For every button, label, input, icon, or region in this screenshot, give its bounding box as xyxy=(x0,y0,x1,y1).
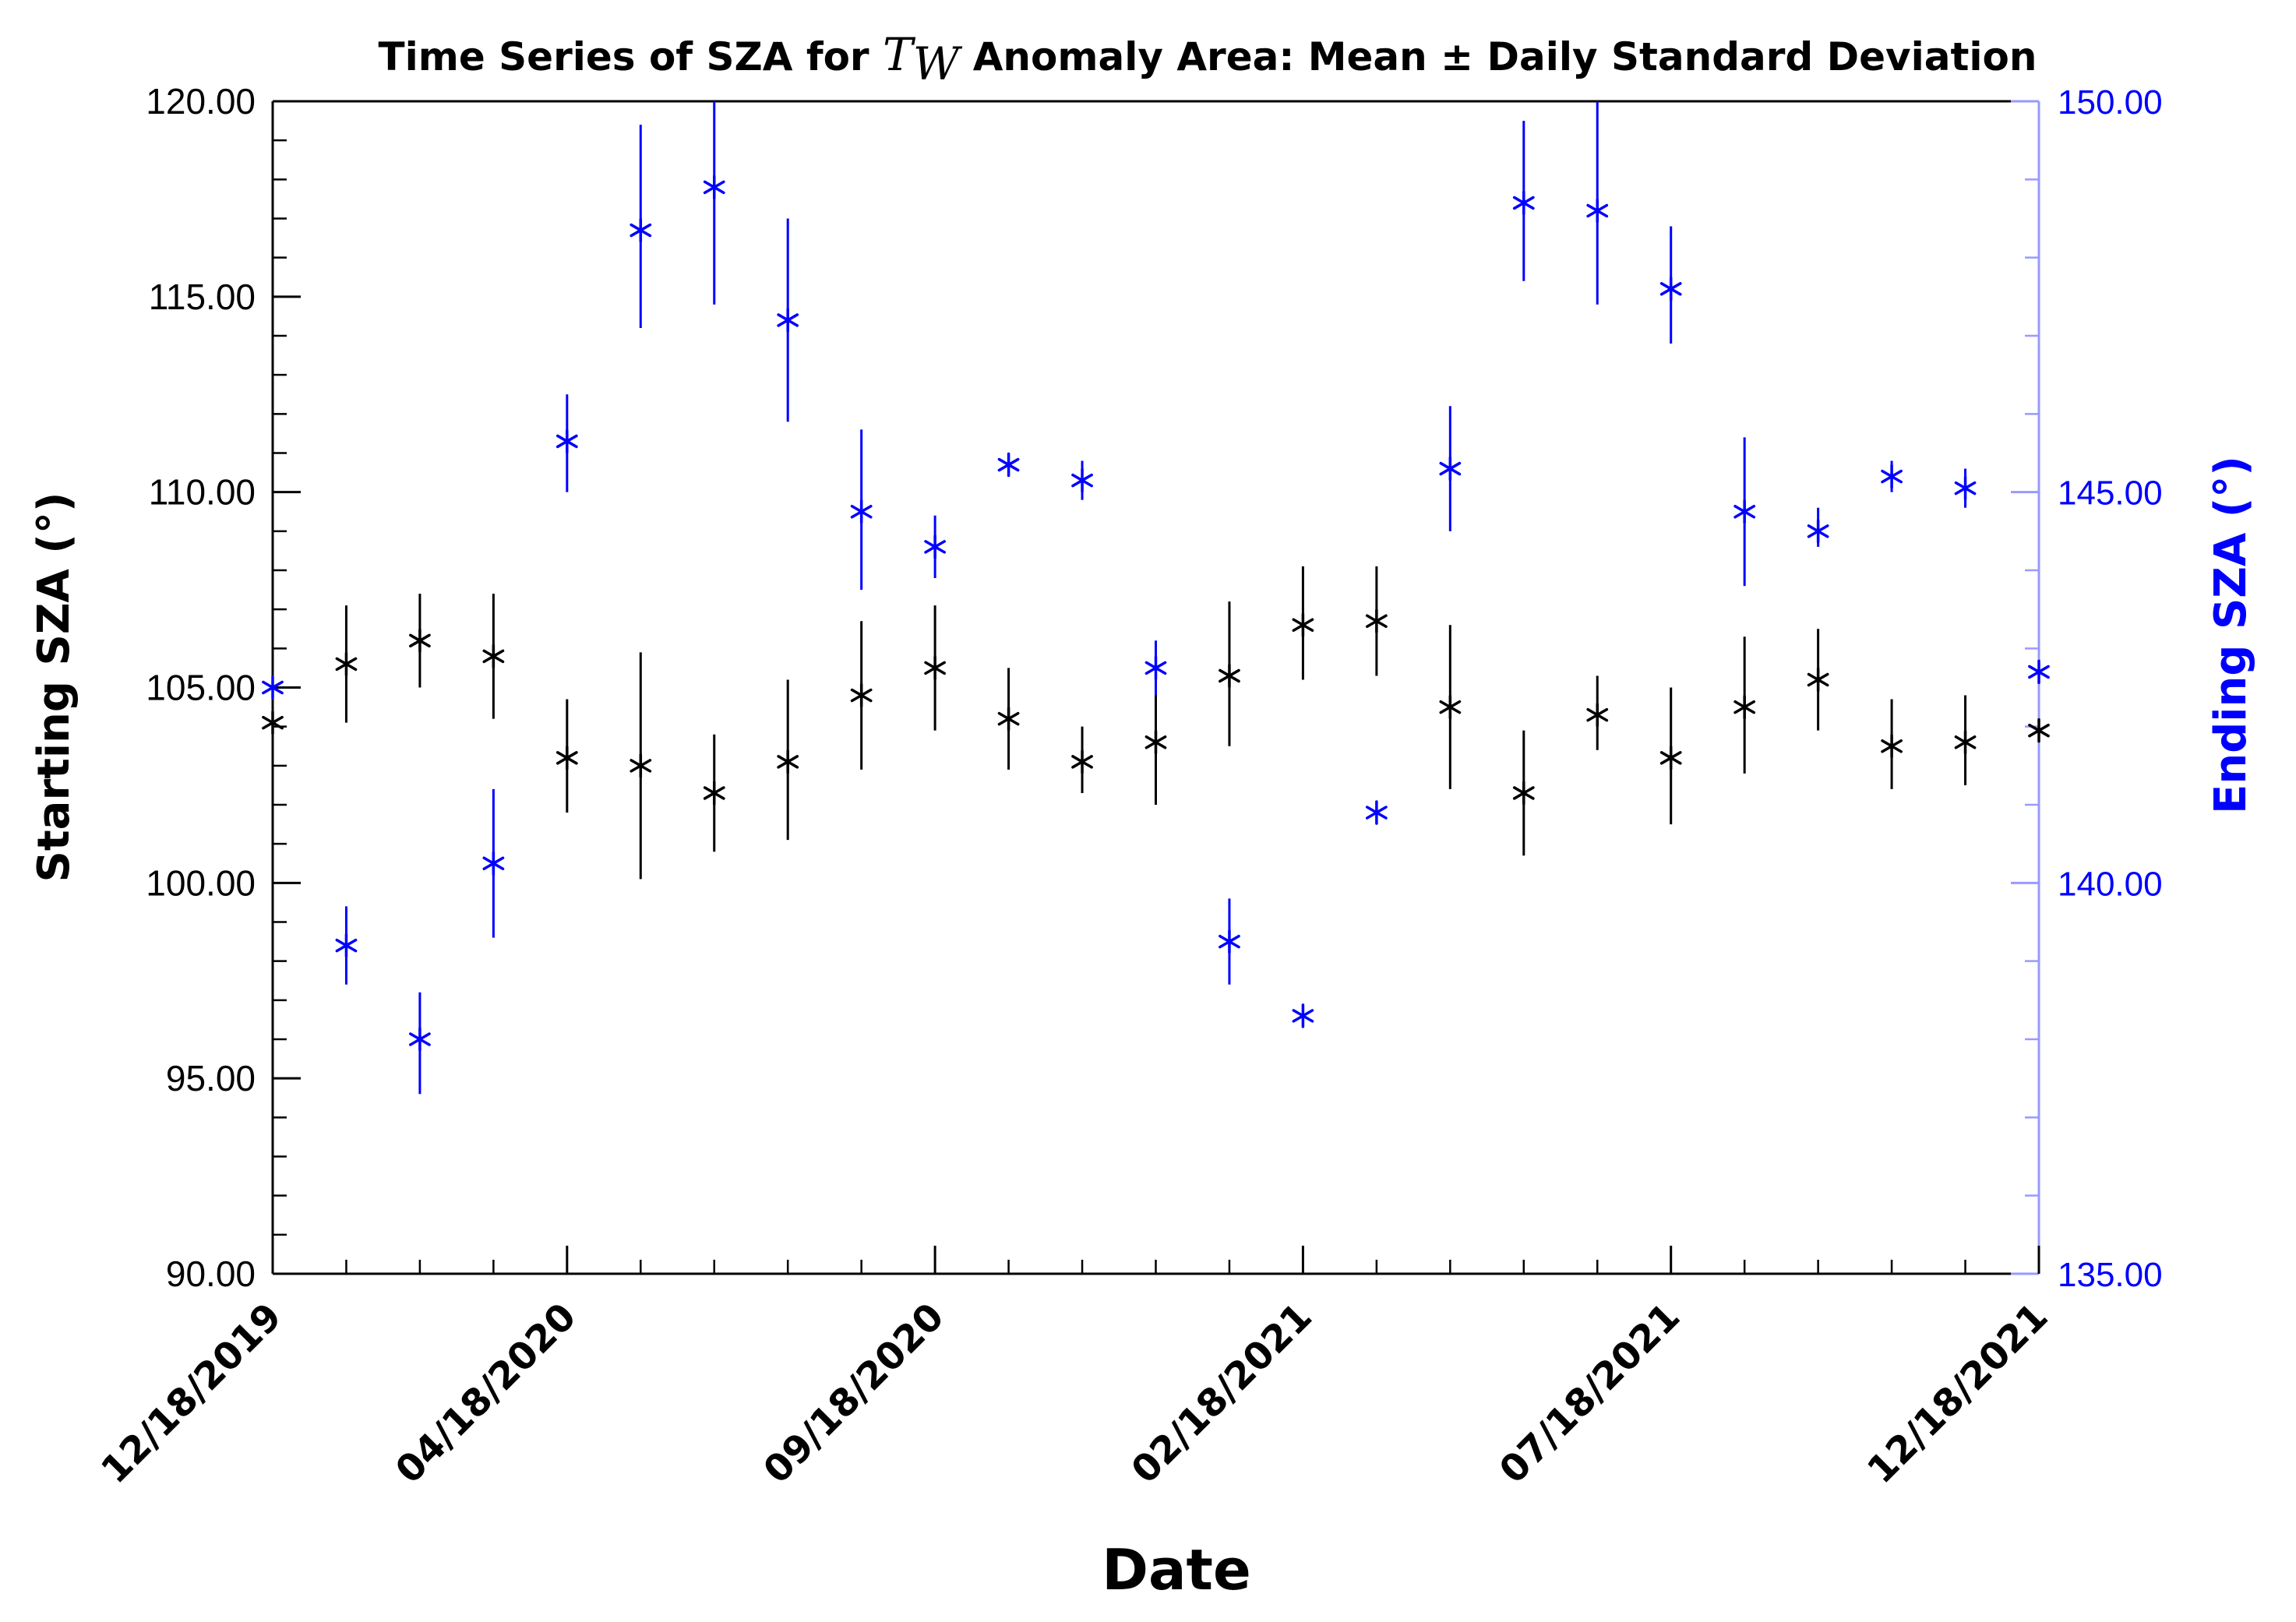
starting-sza-point xyxy=(335,651,358,677)
starting-sza-point xyxy=(1954,729,1977,755)
starting-sza-point xyxy=(1512,781,1535,806)
plot-area: 90.00 95.00 100.00 105.00 110.00 115.00 120.00… xyxy=(93,81,2162,1492)
ending-sza-point xyxy=(1366,800,1388,825)
x-tick-label: 12/18/2021 xyxy=(1859,1295,2056,1492)
starting-sza-point xyxy=(997,706,1020,732)
y-axis-left-label: Starting SZA (°) xyxy=(29,492,79,883)
ending-sza-point xyxy=(262,675,284,700)
starting-sza-point xyxy=(703,781,725,806)
ending-sza-point xyxy=(850,499,873,524)
y-right-tick-label: 135.00 xyxy=(2058,1256,2163,1294)
ending-sza-point xyxy=(1512,190,1535,216)
starting-sza-point xyxy=(1881,734,1903,759)
starting-sza-point xyxy=(409,628,431,654)
y-left-tick-label: 115.00 xyxy=(149,277,256,317)
starting-sza-point xyxy=(555,746,578,770)
ending-sza-point xyxy=(2028,659,2050,685)
y-left-tick-label: 95.00 xyxy=(166,1058,256,1098)
starting-sza-point xyxy=(1071,749,1093,774)
chart-title-suffix: Anomaly Area: Mean ± Daily Standard Devi… xyxy=(959,34,2037,79)
y-left-tick-label: 110.00 xyxy=(149,472,256,513)
chart-title-symbol: T xyxy=(883,28,916,81)
ending-sza-point xyxy=(409,1027,431,1052)
y-right-tick-label: 150.00 xyxy=(2058,83,2163,122)
y-left-tick-label: 120.00 xyxy=(146,81,256,122)
ending-sza-point xyxy=(482,851,505,876)
x-tick-label: 12/18/2019 xyxy=(93,1295,290,1492)
ending-sza-point xyxy=(777,308,799,333)
starting-sza-point xyxy=(924,655,946,681)
starting-sza-point xyxy=(1219,663,1240,689)
starting-sza-point xyxy=(1586,702,1609,728)
chart-title-symbol-subscript: W xyxy=(913,37,963,90)
starting-sza-point xyxy=(1144,729,1167,755)
ending-sza-point xyxy=(924,534,946,559)
starting-sza-point xyxy=(1292,612,1314,637)
chart-title: Time Series of SZA for TW Anomaly Area: … xyxy=(378,28,2037,90)
ending-sza-point xyxy=(1659,277,1682,301)
starting-sza-point xyxy=(1439,694,1462,720)
y-axis-right-label: Ending SZA (°) xyxy=(2206,456,2256,814)
starting-sza-point xyxy=(482,644,505,669)
x-tick-label: 09/18/2020 xyxy=(755,1295,952,1492)
ending-sza-point xyxy=(1144,655,1167,681)
ending-sza-point xyxy=(555,428,578,454)
y-right-tick-label: 145.00 xyxy=(2058,474,2163,513)
ending-sza-point xyxy=(1807,519,1829,544)
x-axis-label: Date xyxy=(1102,1537,1251,1603)
ending-sza-point xyxy=(1954,475,1977,501)
starting-sza-point xyxy=(2028,718,2050,743)
ending-sza-point xyxy=(1881,464,1903,489)
chart-title-prefix: Time Series of SZA for xyxy=(378,34,883,79)
ending-sza-point xyxy=(1292,1003,1314,1028)
starting-sza-point xyxy=(1733,694,1756,720)
x-tick-label: 04/18/2020 xyxy=(387,1295,584,1492)
starting-sza-point xyxy=(850,682,873,708)
ending-sza-point xyxy=(1733,499,1756,524)
ending-sza-point xyxy=(335,933,358,958)
ending-sza-point xyxy=(1439,456,1462,481)
y-right-tick-label: 140.00 xyxy=(2058,865,2163,903)
starting-sza-point xyxy=(1659,746,1682,770)
y-left-tick-label: 90.00 xyxy=(166,1254,256,1294)
starting-sza-point xyxy=(262,710,284,735)
starting-sza-point xyxy=(630,753,652,778)
x-tick-label: 07/18/2021 xyxy=(1491,1295,1688,1492)
starting-sza-point xyxy=(777,749,799,774)
starting-sza-point xyxy=(1807,667,1829,693)
ending-sza-point xyxy=(997,452,1020,478)
ending-sza-point xyxy=(1219,929,1240,954)
y-left-tick-label: 100.00 xyxy=(146,862,256,903)
ending-sza-point xyxy=(1071,467,1093,493)
y-left-tick-label: 105.00 xyxy=(146,668,256,708)
x-tick-label: 02/18/2021 xyxy=(1123,1295,1321,1492)
ending-sza-point xyxy=(703,175,725,200)
ending-sza-point xyxy=(630,217,652,243)
starting-sza-point xyxy=(1366,608,1388,633)
ending-sza-point xyxy=(1586,198,1609,224)
